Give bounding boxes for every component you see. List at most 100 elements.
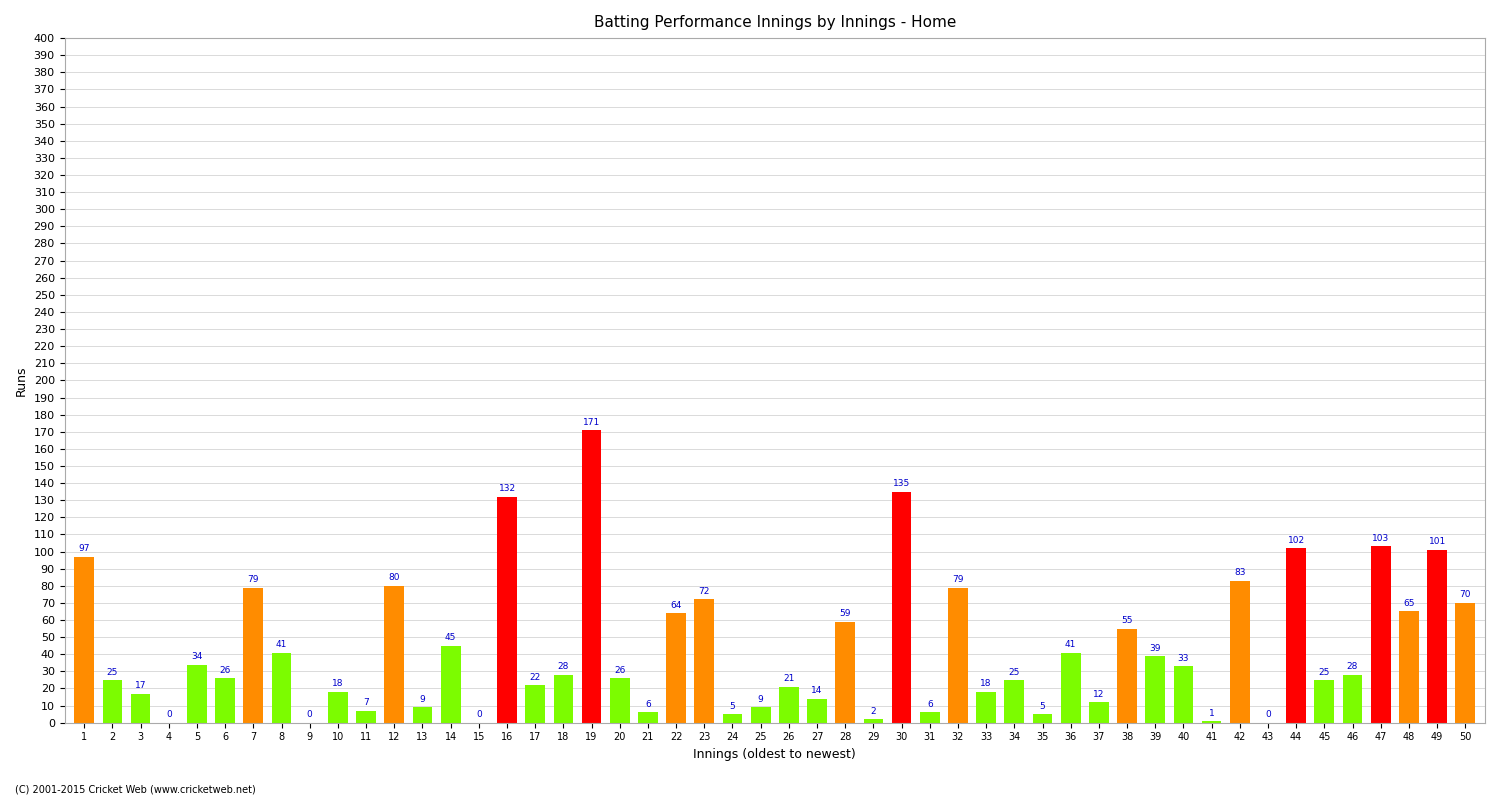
Bar: [1400, 611, 1419, 722]
Bar: [1118, 629, 1137, 722]
Text: 22: 22: [530, 673, 542, 682]
Bar: [384, 586, 404, 722]
Bar: [328, 692, 348, 722]
Text: 18: 18: [981, 679, 992, 689]
Text: 79: 79: [952, 575, 963, 584]
Text: 59: 59: [840, 610, 850, 618]
Bar: [723, 714, 742, 722]
Bar: [1089, 702, 1108, 722]
Bar: [216, 678, 236, 722]
Bar: [948, 587, 968, 722]
X-axis label: Innings (oldest to newest): Innings (oldest to newest): [693, 748, 856, 761]
Bar: [356, 710, 376, 722]
Text: 25: 25: [1008, 667, 1020, 677]
Bar: [102, 680, 123, 722]
Bar: [694, 599, 714, 722]
Text: 132: 132: [498, 484, 516, 494]
Text: 45: 45: [446, 634, 456, 642]
Text: (C) 2001-2015 Cricket Web (www.cricketweb.net): (C) 2001-2015 Cricket Web (www.cricketwe…: [15, 784, 255, 794]
Bar: [1342, 674, 1362, 722]
Text: 9: 9: [420, 695, 426, 704]
Text: 0: 0: [308, 710, 312, 719]
Text: 26: 26: [219, 666, 231, 674]
Bar: [525, 685, 544, 722]
Text: 5: 5: [729, 702, 735, 710]
Bar: [188, 665, 207, 722]
Bar: [778, 686, 798, 722]
Bar: [75, 557, 94, 722]
Bar: [1146, 656, 1166, 722]
Text: 25: 25: [1318, 667, 1330, 677]
Text: 70: 70: [1460, 590, 1472, 599]
Text: 6: 6: [927, 700, 933, 709]
Text: 28: 28: [558, 662, 568, 671]
Text: 2: 2: [870, 707, 876, 716]
Text: 80: 80: [388, 574, 400, 582]
Text: 33: 33: [1178, 654, 1190, 663]
Text: 5: 5: [1040, 702, 1046, 710]
Text: 41: 41: [276, 640, 286, 649]
Text: 102: 102: [1287, 536, 1305, 545]
Bar: [554, 674, 573, 722]
Bar: [441, 646, 460, 722]
Bar: [1005, 680, 1025, 722]
Text: 9: 9: [758, 695, 764, 704]
Bar: [610, 678, 630, 722]
Bar: [582, 430, 602, 722]
Bar: [752, 707, 771, 722]
Text: 17: 17: [135, 682, 147, 690]
Text: 39: 39: [1149, 643, 1161, 653]
Text: 0: 0: [476, 710, 482, 719]
Text: 64: 64: [670, 601, 682, 610]
Text: 65: 65: [1402, 599, 1414, 608]
Text: 41: 41: [1065, 640, 1077, 649]
Text: 6: 6: [645, 700, 651, 709]
Bar: [666, 613, 686, 722]
Text: 14: 14: [812, 686, 822, 695]
Text: 101: 101: [1428, 538, 1446, 546]
Bar: [496, 497, 517, 722]
Text: 21: 21: [783, 674, 795, 683]
Bar: [1287, 548, 1306, 722]
Bar: [1371, 546, 1390, 722]
Text: 97: 97: [78, 544, 90, 554]
Text: 171: 171: [584, 418, 600, 426]
Text: 72: 72: [699, 587, 709, 596]
Text: 79: 79: [248, 575, 259, 584]
Y-axis label: Runs: Runs: [15, 365, 28, 396]
Bar: [976, 692, 996, 722]
Text: 135: 135: [892, 479, 910, 488]
Text: 55: 55: [1122, 616, 1132, 625]
Bar: [1060, 653, 1080, 722]
Bar: [807, 698, 826, 722]
Text: 26: 26: [614, 666, 626, 674]
Bar: [1202, 721, 1221, 722]
Text: 18: 18: [332, 679, 344, 689]
Bar: [130, 694, 150, 722]
Bar: [272, 653, 291, 722]
Text: 7: 7: [363, 698, 369, 707]
Bar: [836, 622, 855, 722]
Text: 25: 25: [106, 667, 118, 677]
Bar: [864, 719, 883, 722]
Text: 0: 0: [1264, 710, 1270, 719]
Title: Batting Performance Innings by Innings - Home: Batting Performance Innings by Innings -…: [594, 15, 956, 30]
Bar: [413, 707, 432, 722]
Text: 34: 34: [192, 652, 202, 661]
Bar: [1032, 714, 1053, 722]
Bar: [1230, 581, 1250, 722]
Bar: [1173, 666, 1194, 722]
Bar: [1455, 603, 1474, 722]
Text: 28: 28: [1347, 662, 1358, 671]
Bar: [891, 492, 912, 722]
Text: 1: 1: [1209, 709, 1215, 718]
Text: 103: 103: [1372, 534, 1389, 543]
Bar: [920, 713, 939, 722]
Bar: [1426, 550, 1448, 722]
Bar: [1314, 680, 1334, 722]
Bar: [638, 713, 658, 722]
Bar: [243, 587, 262, 722]
Text: 12: 12: [1094, 690, 1104, 698]
Text: 83: 83: [1234, 568, 1245, 578]
Text: 0: 0: [166, 710, 171, 719]
